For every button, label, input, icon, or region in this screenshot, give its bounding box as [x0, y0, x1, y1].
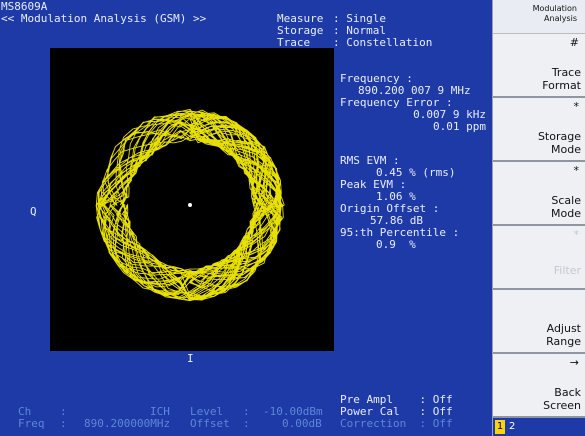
rms-evm-label: RMS EVM : — [340, 154, 400, 167]
correction-status: Correction : Off — [340, 417, 453, 430]
freq-error-khz: 0.007 9 kHz — [413, 108, 486, 121]
softkey-label: Storage Mode — [537, 130, 581, 156]
trace-label: Trace — [277, 36, 311, 49]
origin-dot — [188, 203, 192, 207]
constellation-plot — [50, 48, 334, 351]
mode-title: << Modulation Analysis (GSM) >> — [1, 12, 207, 25]
freq-error-ppm: 0.01 ppm — [433, 120, 486, 133]
rms-evm-value: 0.45 % (rms) — [376, 166, 456, 179]
offset-value: 0.00dB — [282, 417, 322, 430]
storage-label: Storage — [277, 24, 324, 37]
trajectory-path — [95, 108, 285, 302]
freq-error-label: Frequency Error : — [340, 96, 453, 109]
softkey-page-indicator: 1 2 — [493, 418, 585, 436]
frequency-value: 890.200 007 9 MHz — [358, 84, 471, 97]
measurement-screen: MS8609A << Modulation Analysis (GSM) >> … — [1, 0, 486, 430]
trace-format-softkey[interactable]: # Trace Format — [493, 34, 585, 98]
softkey-menu-title: Modulation Analysis — [493, 0, 585, 34]
submenu-marker: * — [573, 164, 580, 177]
ch-label: Ch — [18, 405, 32, 418]
softkey-label: Scale Mode — [551, 194, 581, 220]
measure-value: : Single — [333, 12, 386, 25]
level-sep: : — [243, 405, 250, 418]
current-marker: # — [569, 36, 579, 49]
percentile-value: 0.9 % — [376, 238, 416, 251]
percentile-label: 95:th Percentile : — [340, 226, 460, 239]
softkey-label: Filter — [553, 264, 581, 277]
offset-sep: : — [243, 417, 250, 430]
adjust-range-softkey[interactable]: Adjust Range — [493, 290, 585, 354]
scale-mode-softkey[interactable]: * Scale Mode — [493, 162, 585, 226]
pre-ampl-status: Pre Ampl : Off — [340, 393, 453, 406]
submenu-marker: * — [573, 100, 580, 113]
softkey-label: Back Screen — [543, 386, 581, 412]
level-label: Level — [190, 405, 224, 418]
storage-value: : Normal — [333, 24, 386, 37]
power-cal-status: Power Cal : Off — [340, 405, 453, 418]
softkey-panel: Modulation Analysis # Trace Format * Sto… — [492, 0, 585, 436]
freq-sep: : — [60, 417, 67, 430]
i-axis-label: I — [187, 352, 194, 365]
frequency-label: Frequency : — [340, 72, 413, 85]
trace-value: : Constellation — [333, 36, 433, 49]
peak-evm-value: 1.06 % — [376, 190, 416, 203]
ch-value: ICH — [150, 405, 170, 418]
softkey-label: Trace Format — [542, 66, 581, 92]
submenu-marker: * — [573, 228, 580, 241]
measure-label: Measure — [277, 12, 324, 25]
back-screen-softkey[interactable]: → Back Screen — [493, 354, 585, 418]
origin-offset-label: Origin Offset : — [340, 202, 440, 215]
arrow-right-icon: → — [569, 356, 579, 369]
storage-mode-softkey[interactable]: * Storage Mode — [493, 98, 585, 162]
q-axis-label: Q — [30, 205, 37, 218]
peak-evm-label: Peak EVM : — [340, 178, 407, 191]
freq-label: Freq — [18, 417, 45, 430]
softkey-label: Adjust Range — [546, 322, 581, 348]
constellation-trace — [95, 108, 285, 302]
ch-sep: : — [60, 405, 67, 418]
level-value: -10.00dBm — [263, 405, 323, 418]
freq-value: 890.200000MHz — [84, 417, 171, 430]
offset-label: Offset — [190, 417, 230, 430]
filter-softkey: * Filter — [493, 226, 585, 290]
page-2-indicator[interactable]: 2 — [509, 421, 516, 432]
origin-offset-value: 57.86 dB — [370, 214, 423, 227]
model-label: MS8609A — [1, 0, 48, 13]
page-1-indicator[interactable]: 1 — [495, 420, 505, 434]
